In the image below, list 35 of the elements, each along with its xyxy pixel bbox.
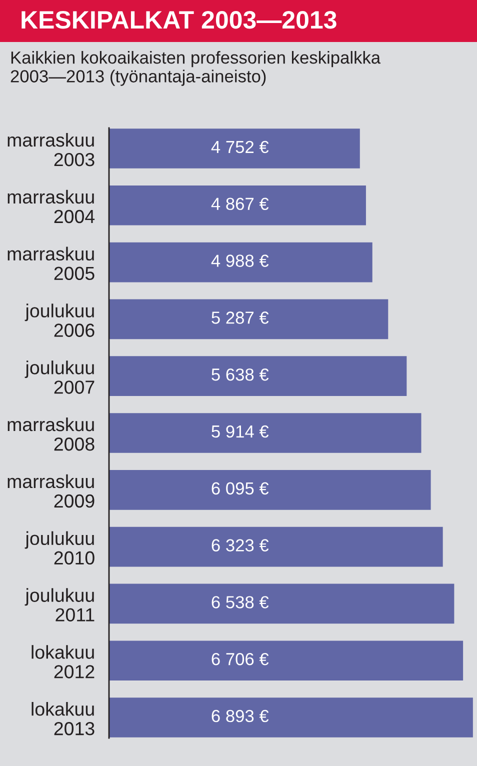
y-tick-label: marraskuu 2003 <box>8 132 94 166</box>
y-tick-label: marraskuu 2009 <box>8 474 94 508</box>
y-tick-label: marraskuu 2005 <box>8 246 94 280</box>
data-label: 6 706 € <box>212 652 269 666</box>
data-label: 5 914 € <box>212 425 269 438</box>
bar <box>109 356 407 396</box>
data-label: 4 988 € <box>211 254 269 267</box>
bar <box>109 526 443 567</box>
bar <box>109 242 372 282</box>
data-label: 6 893 € <box>212 710 269 722</box>
bar <box>109 584 454 624</box>
bar <box>109 470 431 510</box>
bar <box>109 640 464 681</box>
bar <box>109 128 360 168</box>
data-label: 5 638 € <box>212 368 269 381</box>
data-label: 4 867 € <box>211 198 269 210</box>
y-tick-label: joulukuu 2006 <box>24 304 94 337</box>
bar <box>109 413 422 453</box>
y-tick-label: marraskuu 2004 <box>8 190 95 224</box>
data-label: 6 323 € <box>212 539 269 552</box>
y-tick-label: marraskuu 2008 <box>8 417 94 451</box>
y-tick-label: lokakuu 2013 <box>32 702 94 736</box>
data-label: 5 287 € <box>212 312 269 324</box>
y-tick-label: joulukuu 2011 <box>24 588 94 622</box>
chart-title: KESKIPALKAT 2003—2013 <box>22 11 336 29</box>
y-tick-label: lokakuu 2012 <box>32 645 94 678</box>
data-label: 6 538 € <box>212 596 269 608</box>
bar <box>109 185 366 226</box>
bar <box>109 299 388 340</box>
data-label: 6 095 € <box>212 482 269 495</box>
y-tick-label: joulukuu 2007 <box>24 360 94 394</box>
y-tick-label: joulukuu 2010 <box>24 531 94 565</box>
data-label: 4 752 € <box>211 140 269 154</box>
chart-subtitle: Kaikkien kokoaikaisten professorien keskipalkka 2003—2013 (työnantaja-aineisto) <box>10 51 381 86</box>
bar <box>109 698 473 738</box>
